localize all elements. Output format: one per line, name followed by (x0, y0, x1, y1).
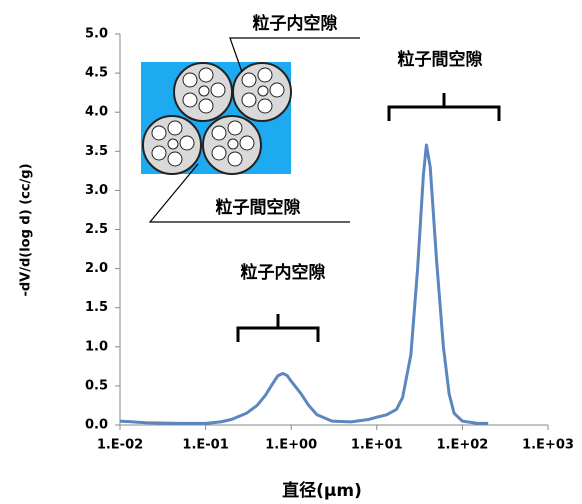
y-tick-label: 3.0 (85, 183, 108, 198)
data-line (120, 145, 488, 423)
y-tick-label: 0.0 (85, 418, 108, 433)
y-tick-label: 1.0 (85, 339, 108, 354)
x-axis-label: 直径(μm) (282, 480, 362, 500)
inset-label: 粒子内空隙 (253, 13, 338, 34)
y-tick-label: 3.5 (85, 144, 108, 159)
x-tick-label: 1.E+02 (436, 438, 488, 453)
x-tick-label: 1.E-02 (97, 438, 143, 453)
y-tick-label: 5.0 (85, 27, 108, 42)
y-tick-label: 4.5 (85, 66, 108, 81)
inset-label: 粒子間空隙 (216, 197, 301, 218)
annotation: 粒子間空隙 (398, 49, 483, 70)
bracket (238, 314, 318, 342)
y-tick-label: 4.0 (85, 105, 108, 120)
x-tick-label: 1.E-01 (182, 438, 228, 453)
x-tick-label: 1.E+01 (351, 438, 403, 453)
y-axis-label: -dV/d(log d) (cc/g) (19, 163, 34, 296)
y-tick-label: 2.0 (85, 261, 108, 276)
x-tick-label: 1.E+00 (265, 438, 317, 453)
annotation: 粒子内空隙 (241, 262, 326, 283)
y-tick-label: 1.5 (85, 300, 108, 315)
x-tick-label: 1.E+03 (522, 438, 574, 453)
chart: 粒子内空隙 粒子間空隙 粒子間空隙 粒子内空隙 直径(μm) -dV/d(log… (0, 0, 582, 500)
bracket (389, 93, 499, 121)
y-tick-label: 0.5 (85, 378, 108, 393)
inset-diagram: 粒子内空隙 粒子間空隙 (141, 13, 360, 222)
y-tick-label: 2.5 (85, 222, 108, 237)
